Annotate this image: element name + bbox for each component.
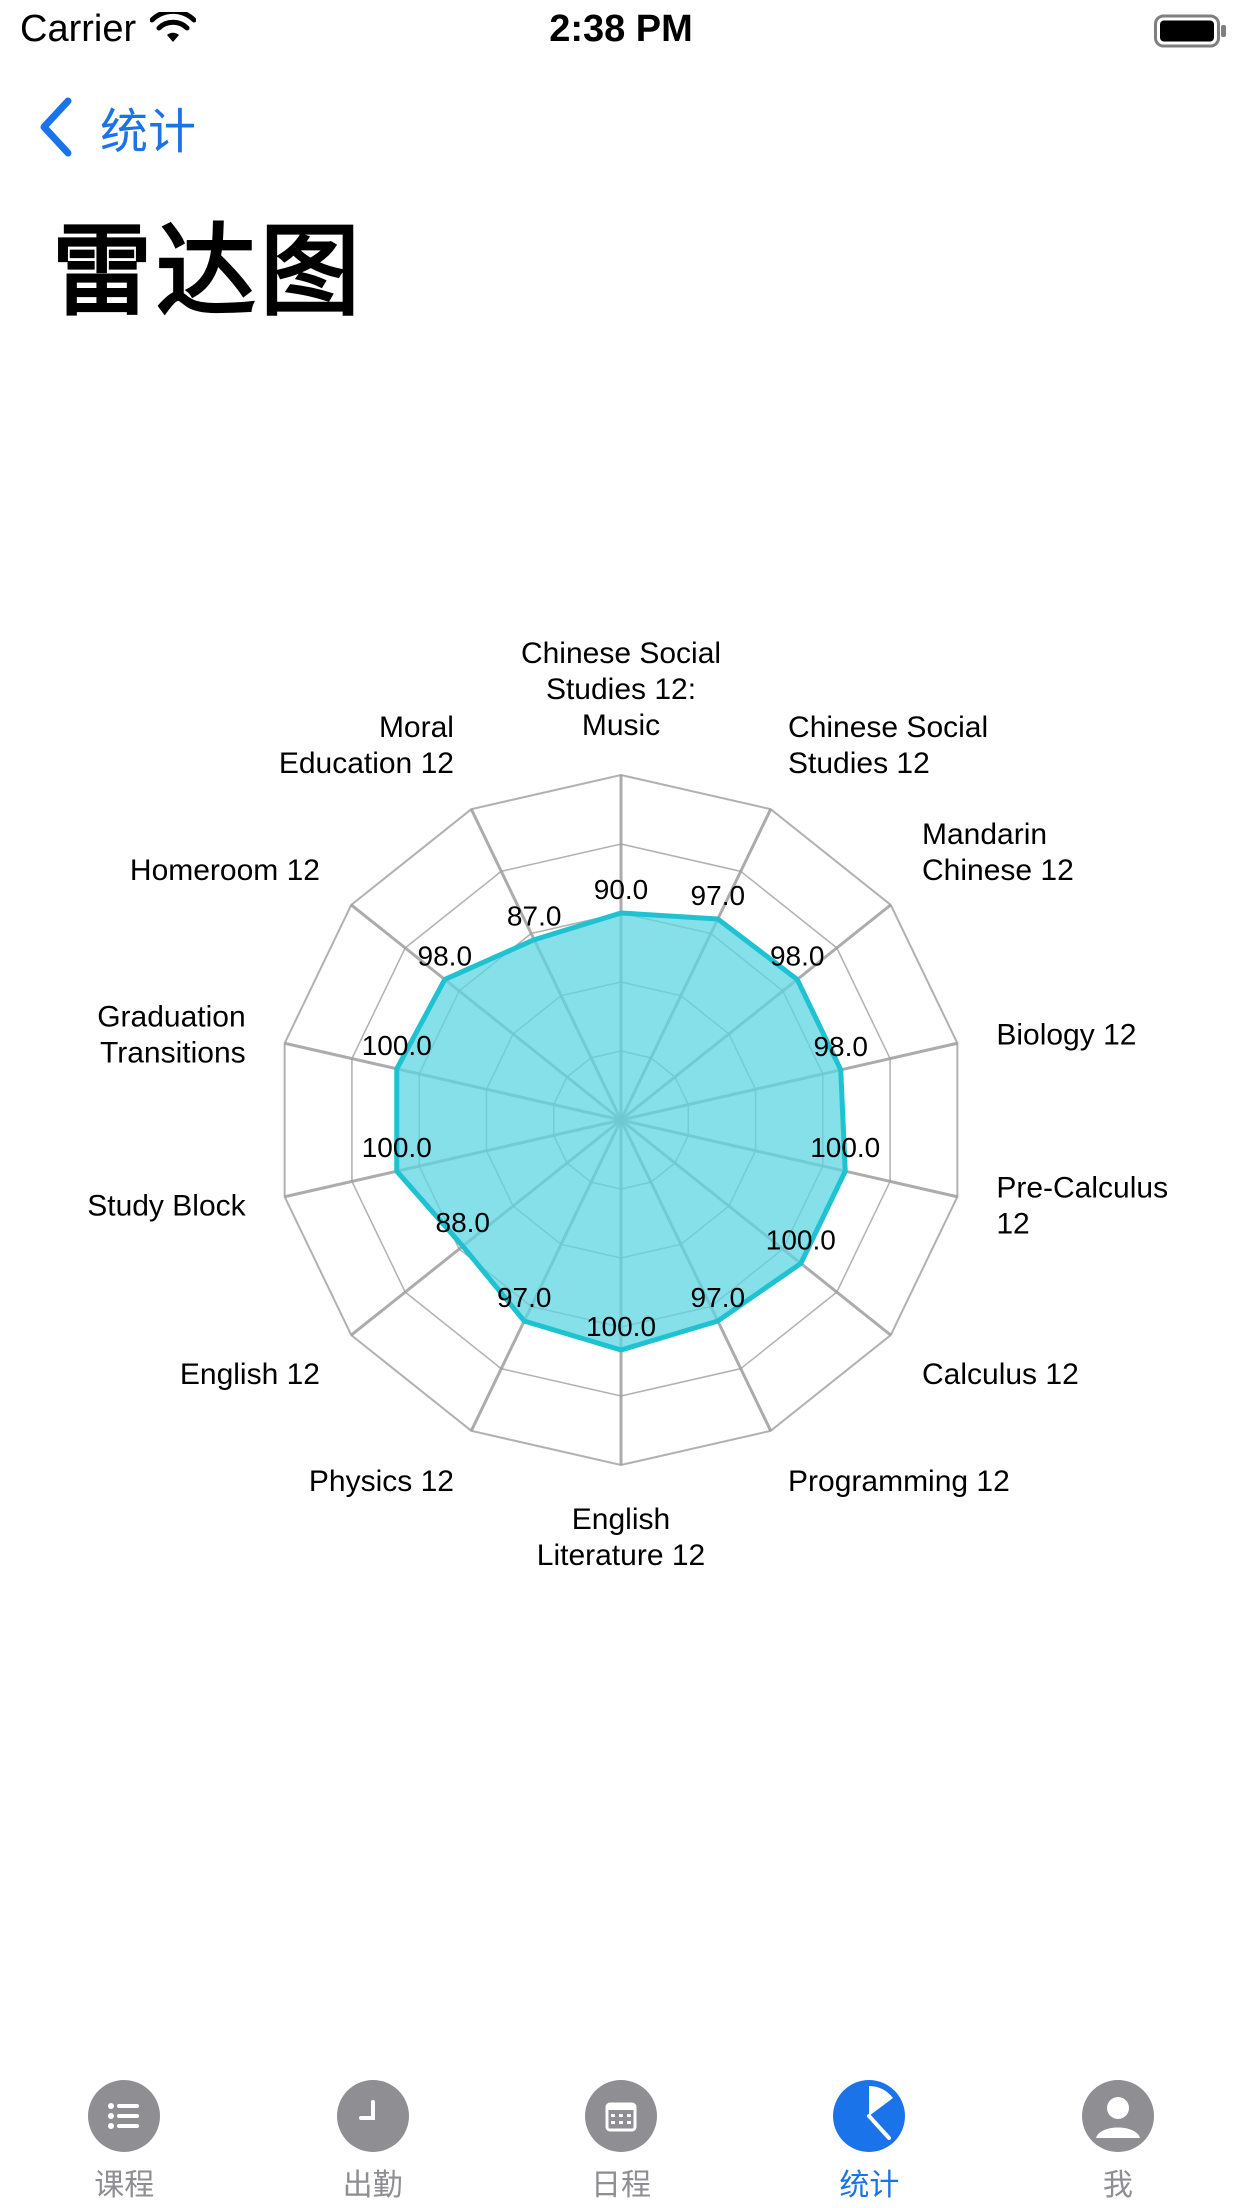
carrier-label: Carrier <box>20 8 137 50</box>
tab-bar: 课程 出勤 日程 统计 <box>0 2060 1242 2208</box>
category-label: English Literature 12 <box>537 1503 705 1572</box>
chevron-left-icon <box>40 97 72 157</box>
category-label: Moral Education 12 <box>279 711 454 780</box>
clock-icon <box>336 2080 409 2152</box>
battery-icon <box>1154 14 1226 48</box>
list-icon <box>88 2080 161 2152</box>
category-label: English 12 <box>180 1358 320 1391</box>
category-label: Mandarin Chinese 12 <box>922 818 1074 887</box>
data-label: 98.0 <box>770 940 825 971</box>
tab-me[interactable]: 我 <box>994 2060 1242 2208</box>
category-label: Programming 12 <box>788 1465 1010 1498</box>
data-label: 100.0 <box>362 1030 432 1061</box>
tab-courses[interactable]: 课程 <box>0 2060 248 2208</box>
data-label: 97.0 <box>691 880 746 911</box>
category-label: Pre-Calculus 12 <box>996 1172 1168 1241</box>
category-label: Physics 12 <box>309 1465 454 1498</box>
data-label: 100.0 <box>766 1224 836 1255</box>
category-label: Study Block <box>87 1190 246 1223</box>
data-label: 100.0 <box>810 1132 880 1163</box>
back-button-label: 统计 <box>100 106 197 159</box>
radar-chart: 90.0 97.0 98.0 98.0 100.0 100.0 97.0 100.0 97.0 8… <box>0 560 1242 1580</box>
category-label: Biology 12 <box>996 1018 1136 1051</box>
data-label: 97.0 <box>691 1282 746 1313</box>
tab-statistics[interactable]: 统计 <box>745 2060 993 2208</box>
radar-chart-svg: 90.0 97.0 98.0 98.0 100.0 100.0 97.0 100.0 97.0 8… <box>87 637 1168 1572</box>
data-label: 100.0 <box>586 1311 656 1342</box>
data-label: 98.0 <box>418 940 473 971</box>
pie-chart-icon <box>833 2080 906 2152</box>
category-label: Chinese Social Studies 12 <box>788 711 988 780</box>
category-label: Calculus 12 <box>922 1358 1079 1391</box>
data-label: 97.0 <box>497 1282 552 1313</box>
tab-attendance[interactable]: 出勤 <box>248 2060 496 2208</box>
tab-schedule[interactable]: 日程 <box>497 2060 745 2208</box>
data-label: 98.0 <box>813 1031 868 1062</box>
series-area <box>394 910 848 1353</box>
category-label: Chinese Social Studies 12: Music <box>521 637 721 742</box>
tab-label: 课程 <box>94 2169 155 2202</box>
back-button[interactable]: 统计 <box>36 94 196 160</box>
tab-label: 我 <box>1102 2169 1133 2202</box>
data-label: 88.0 <box>436 1207 491 1238</box>
tab-label: 出勤 <box>342 2169 403 2202</box>
tab-label: 统计 <box>839 2169 900 2202</box>
status-bar: Carrier 2:38 PM <box>0 0 1242 64</box>
category-label: Graduation Transitions <box>97 1000 245 1069</box>
status-time: 2:38 PM <box>549 8 693 50</box>
wifi-icon <box>150 12 196 42</box>
page-title: 雷达图 <box>52 216 364 328</box>
data-label: 90.0 <box>594 874 649 905</box>
person-icon <box>1081 2080 1154 2152</box>
data-label: 100.0 <box>362 1132 432 1163</box>
tab-label: 日程 <box>591 2169 652 2202</box>
category-label: Homeroom 12 <box>130 854 320 887</box>
data-label: 87.0 <box>507 901 562 932</box>
calendar-icon <box>585 2080 658 2152</box>
